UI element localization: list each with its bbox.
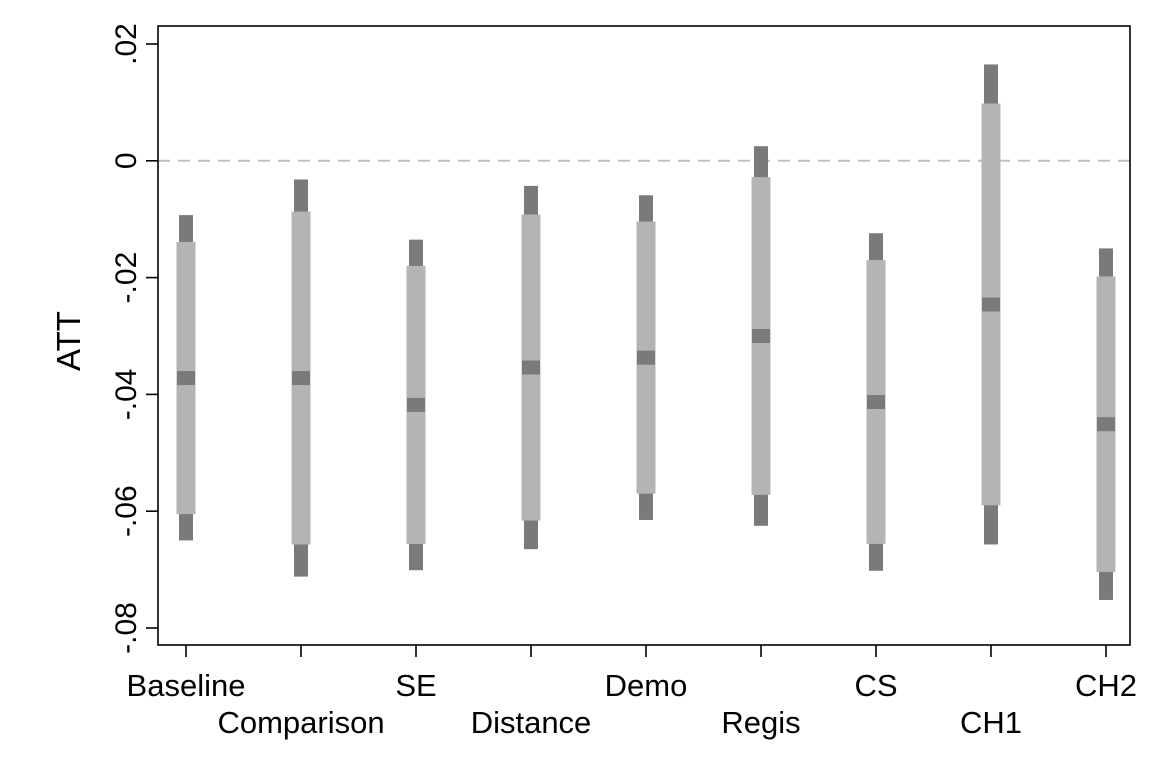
point-estimate	[177, 371, 195, 386]
estimate-group-demo	[636, 195, 656, 520]
y-tick-label: -.02	[110, 252, 143, 304]
point-estimate	[292, 371, 310, 386]
estimate-group-baseline	[176, 215, 196, 541]
x-tick-label: Demo	[605, 668, 688, 703]
estimate-group-se	[406, 239, 426, 571]
y-tick-label: -.06	[110, 485, 143, 537]
estimate-group-cs	[866, 233, 886, 571]
y-axis-label: ATT	[50, 311, 87, 371]
interval-series	[176, 64, 1116, 600]
x-tick-label: Baseline	[127, 668, 246, 703]
estimate-group-distance	[521, 185, 541, 550]
y-tick-label: 0	[110, 152, 143, 169]
point-estimate	[637, 350, 655, 365]
point-estimate	[752, 329, 770, 343]
x-tick-label: CH1	[960, 705, 1022, 740]
estimate-group-comparison	[291, 179, 311, 577]
x-tick-label: CS	[854, 668, 897, 703]
estimate-group-ch2	[1096, 248, 1116, 600]
estimate-group-regis	[751, 146, 771, 526]
x-tick-label: Comparison	[217, 705, 384, 740]
point-estimate	[407, 397, 425, 412]
point-estimate	[1097, 417, 1115, 432]
y-tick-label: -.04	[110, 369, 143, 421]
x-tick-label: SE	[395, 668, 436, 703]
y-tick-label: -.08	[110, 602, 143, 654]
plot-frame	[157, 25, 1131, 646]
x-tick-label: Regis	[721, 705, 800, 740]
estimate-group-ch1	[981, 64, 1001, 545]
x-tick-label: CH2	[1075, 668, 1137, 703]
point-estimate	[522, 360, 540, 375]
y-tick-label: .02	[110, 23, 143, 65]
point-estimate	[982, 297, 1000, 312]
y-axis: .02 0 -.02 -.04 -.06 -.08	[110, 23, 158, 654]
x-tick-label: Distance	[471, 705, 592, 740]
point-estimate	[867, 394, 885, 409]
